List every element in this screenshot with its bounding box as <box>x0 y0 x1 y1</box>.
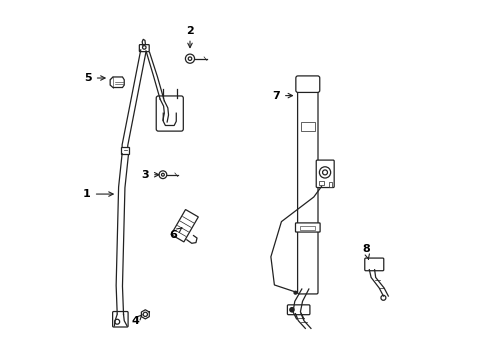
Text: 1: 1 <box>83 189 113 199</box>
FancyBboxPatch shape <box>316 160 333 188</box>
Text: 3: 3 <box>141 170 159 180</box>
FancyBboxPatch shape <box>112 311 128 327</box>
FancyBboxPatch shape <box>156 96 183 131</box>
Circle shape <box>289 308 293 312</box>
Polygon shape <box>110 77 124 87</box>
FancyBboxPatch shape <box>295 76 319 93</box>
Text: 2: 2 <box>186 26 193 48</box>
FancyBboxPatch shape <box>139 45 149 51</box>
Text: 4: 4 <box>131 315 142 327</box>
FancyBboxPatch shape <box>287 305 309 315</box>
FancyBboxPatch shape <box>364 258 383 271</box>
FancyBboxPatch shape <box>295 223 320 232</box>
Text: 8: 8 <box>361 244 369 259</box>
Polygon shape <box>171 210 198 242</box>
Bar <box>300 122 314 131</box>
Bar <box>300 226 315 230</box>
Text: 6: 6 <box>168 228 182 239</box>
Bar <box>318 181 323 185</box>
Bar <box>328 182 331 187</box>
Text: 5: 5 <box>84 73 105 83</box>
Circle shape <box>293 291 296 294</box>
Text: 7: 7 <box>272 91 292 100</box>
FancyBboxPatch shape <box>297 87 317 294</box>
Bar <box>121 147 128 154</box>
